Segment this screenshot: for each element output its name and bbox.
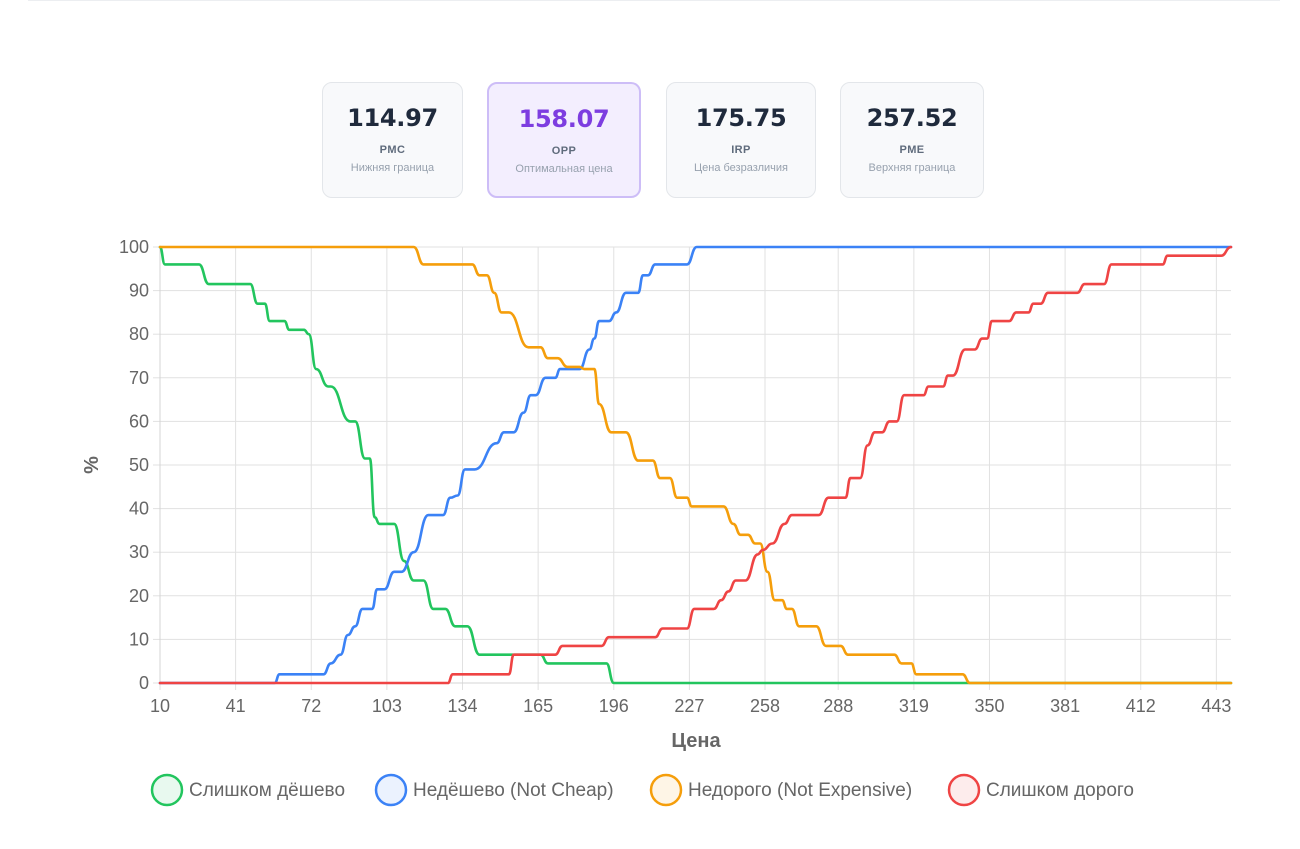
x-tick-label: 72: [301, 696, 321, 716]
metric-value: 114.97: [347, 104, 438, 132]
y-tick-label: 0: [139, 673, 149, 693]
metric-cards: 114.97 PMC Нижняя граница 158.07 OPP Опт…: [0, 82, 1300, 200]
x-tick-label: 288: [823, 696, 853, 716]
legend-label: Слишком дорого: [986, 780, 1134, 801]
y-tick-label: 70: [129, 368, 149, 388]
legend-marker: [374, 773, 408, 807]
x-axis-ticks: 10 41 72 103 134 165 196 227 258 288 319 350 381 412 4…: [150, 696, 1231, 716]
y-tick-label: 100: [119, 237, 149, 257]
x-tick-label: 165: [523, 696, 553, 716]
metric-card-irp: 175.75 IRP Цена безразличия: [666, 82, 816, 198]
metric-description: Цена безразличия: [693, 162, 789, 174]
metric-description: Нижняя граница: [350, 162, 435, 174]
y-axis-title: %: [81, 456, 103, 474]
chart-grid: [153, 246, 1231, 690]
y-tick-label: 10: [129, 629, 149, 649]
metric-value: 257.52: [866, 104, 958, 132]
y-tick-label: 30: [129, 542, 149, 562]
chart-legend: Слишком дёшево Недёшево (Not Cheap) Недоро…: [150, 773, 1134, 807]
y-tick-label: 90: [129, 281, 149, 301]
x-tick-label: 41: [226, 696, 246, 716]
y-tick-label: 40: [129, 499, 149, 519]
metric-code: PME: [899, 144, 925, 156]
x-tick-label: 134: [447, 696, 477, 716]
x-axis-title: Цена: [671, 730, 721, 752]
legend-label: Недёшево (Not Cheap): [413, 780, 614, 801]
metric-code: OPP: [551, 145, 577, 157]
x-tick-label: 381: [1050, 696, 1080, 716]
x-tick-label: 103: [372, 696, 402, 716]
metric-card-pme: 257.52 PME Верхняя граница: [840, 82, 984, 198]
metric-card-pmc: 114.97 PMC Нижняя граница: [322, 82, 463, 198]
x-tick-label: 443: [1201, 696, 1231, 716]
chart-series: [158, 245, 1233, 685]
x-tick-label: 196: [599, 696, 629, 716]
metric-code: IRP: [731, 144, 751, 156]
y-axis-ticks: 0 10 20 30 40 50 60 70 80 90 100: [119, 237, 149, 693]
legend-label: Недорого (Not Expensive): [688, 780, 912, 801]
metric-card-opp: 158.07 OPP Оптимальная цена: [487, 82, 641, 198]
metric-description: Верхняя граница: [868, 162, 956, 174]
metric-code: PMC: [379, 144, 406, 156]
x-tick-label: 319: [899, 696, 929, 716]
metric-value: 175.75: [695, 104, 787, 132]
x-tick-label: 412: [1126, 696, 1156, 716]
x-tick-label: 10: [150, 696, 170, 716]
y-tick-label: 20: [129, 586, 149, 606]
top-divider: [28, 0, 1280, 1]
legend-marker: [150, 773, 184, 807]
metric-description: Оптимальная цена: [515, 163, 613, 175]
y-tick-label: 60: [129, 411, 149, 431]
series-line-4: [158, 245, 1233, 685]
legend-label: Слишком дёшево: [189, 780, 345, 801]
x-tick-label: 350: [974, 696, 1004, 716]
metric-value: 158.07: [518, 105, 610, 133]
series-line-2: [158, 245, 1233, 685]
legend-marker: [649, 773, 683, 807]
x-tick-label: 227: [674, 696, 704, 716]
y-tick-label: 50: [129, 455, 149, 475]
y-tick-label: 80: [129, 324, 149, 344]
legend-marker: [947, 773, 981, 807]
series-line-3: [158, 245, 1233, 685]
x-tick-label: 258: [750, 696, 780, 716]
